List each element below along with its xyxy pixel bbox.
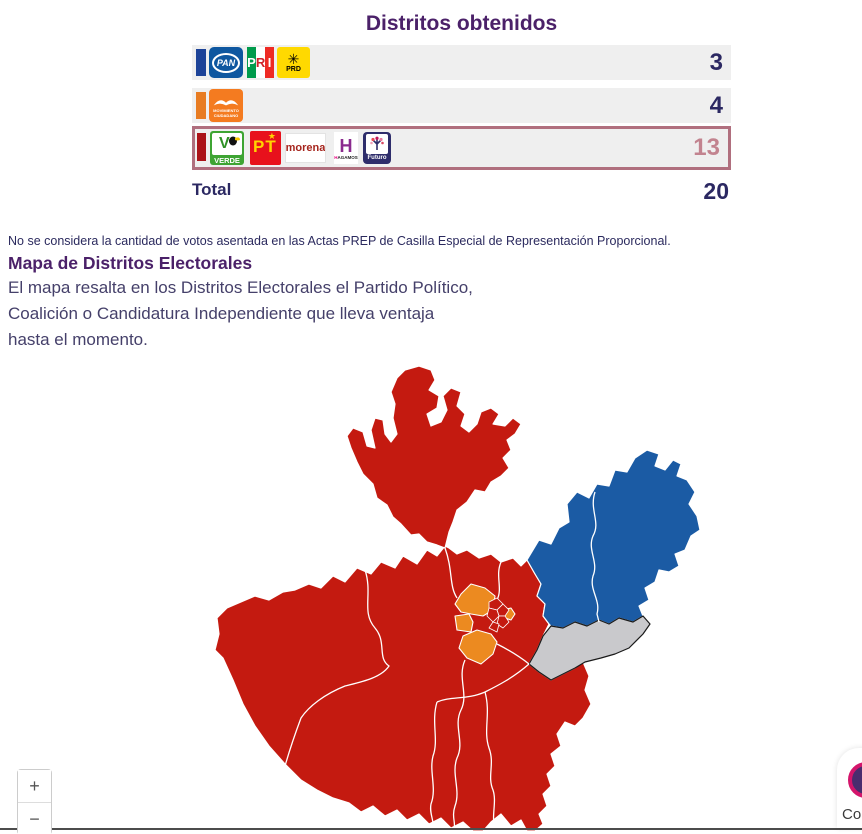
corner-widget-icon[interactable] (848, 762, 862, 798)
total-label: Total (192, 180, 232, 199)
seat-row-movimiento-ciudadano[interactable]: MOVIMIENTO CIUDADANO 4 (192, 88, 731, 123)
mc-color-bar (196, 92, 206, 119)
mc-logo: MOVIMIENTO CIUDADANO (209, 89, 243, 122)
map-description-line2: Coalición o Candidatura Independiente qu… (8, 304, 435, 323)
prd-sun-icon: ✳ (287, 51, 300, 67)
zoom-controls-divider (18, 802, 51, 803)
seats-total-row: Total 20 (192, 178, 731, 204)
mc-logo-line2: CIUDADANO (213, 112, 239, 118)
metro-cell[interactable] (488, 621, 500, 633)
mc-eagle-icon (213, 99, 239, 105)
pt-logo-label: PT (253, 137, 277, 156)
page-title: Distritos obtenidos (365, 12, 558, 35)
district-region-north-red[interactable] (346, 365, 522, 549)
zoom-out-button[interactable]: − (18, 803, 51, 834)
page-bottom-divider (0, 828, 862, 830)
pvem-logo-label: VERDE (214, 156, 240, 165)
metro-small-districts[interactable] (486, 597, 510, 633)
pri-logo-letter-p: P (247, 47, 256, 78)
district-region-east-gray[interactable] (528, 615, 651, 681)
district-boundary-lines (284, 491, 600, 831)
morena-logo: morena (285, 133, 326, 163)
map-section-title: Mapa de Distritos Electorales (8, 253, 253, 273)
pri-logo-letter-r: R (255, 47, 266, 78)
pan-coalition-color-bar (196, 49, 206, 76)
disclaimer-note: No se considera la cantidad de votos ase… (8, 234, 671, 248)
prd-logo-label: PRD (286, 66, 301, 73)
seats-value-mc: 4 (709, 91, 723, 119)
pan-logo: PAN (209, 47, 243, 78)
seat-row-morena-coalition[interactable]: V VERDE PT ★ morena H HAGAMOS Fut (192, 126, 731, 170)
seats-value-pan-coalition: 3 (709, 48, 723, 76)
pvem-logo: V VERDE (210, 131, 244, 165)
corner-widget-label: Co (842, 806, 862, 823)
pan-logo-label: PAN (212, 52, 240, 73)
district-south-metro-orange[interactable] (458, 629, 498, 665)
total-value: 20 (703, 178, 729, 204)
pvem-v-mark: V (219, 135, 230, 152)
map-zoom-controls: + − (17, 769, 52, 834)
hagamos-logo-label: HAGAMOS (334, 154, 358, 160)
zoom-in-button[interactable]: + (18, 770, 51, 802)
jalisco-map-svg[interactable] (205, 362, 705, 832)
futuro-logo-label: Futuro (367, 155, 387, 161)
map-description-line3: hasta el momento. (8, 330, 148, 349)
pri-logo-letter-i: I (265, 47, 274, 78)
hagamos-logo: H HAGAMOS (334, 132, 358, 164)
mc-logo-line1: MOVIMIENTO (213, 107, 239, 113)
futuro-tree-icon (370, 136, 384, 150)
pt-star-icon: ★ (267, 131, 276, 141)
pvem-toucan-icon (229, 136, 240, 146)
electoral-districts-map[interactable] (205, 362, 705, 832)
map-description-line1: El mapa resalta en los Distritos Elector… (8, 278, 473, 297)
pt-logo: PT ★ (250, 131, 281, 165)
seat-row-pan-pri-prd[interactable]: PAN P R I ✳ PRD 3 (192, 45, 731, 80)
district-west-metro-orange[interactable] (454, 613, 474, 633)
pri-logo: P R I (247, 47, 274, 78)
hagamos-h-mark: H (339, 135, 353, 156)
map-section-description: El mapa resalta en los Distritos Elector… (8, 275, 473, 353)
metro-cell[interactable] (496, 615, 510, 629)
morena-coalition-color-bar (197, 133, 206, 161)
seats-value-morena-coalition: 13 (693, 134, 720, 161)
futuro-logo: Futuro (363, 132, 391, 164)
district-region-main-red[interactable] (214, 545, 592, 832)
district-region-altos-blue[interactable] (526, 449, 701, 629)
metro-cell[interactable] (486, 607, 500, 623)
prd-logo: ✳ PRD (277, 47, 310, 78)
corner-widget-card[interactable]: Co (837, 748, 862, 828)
morena-logo-label: morena (285, 142, 326, 154)
